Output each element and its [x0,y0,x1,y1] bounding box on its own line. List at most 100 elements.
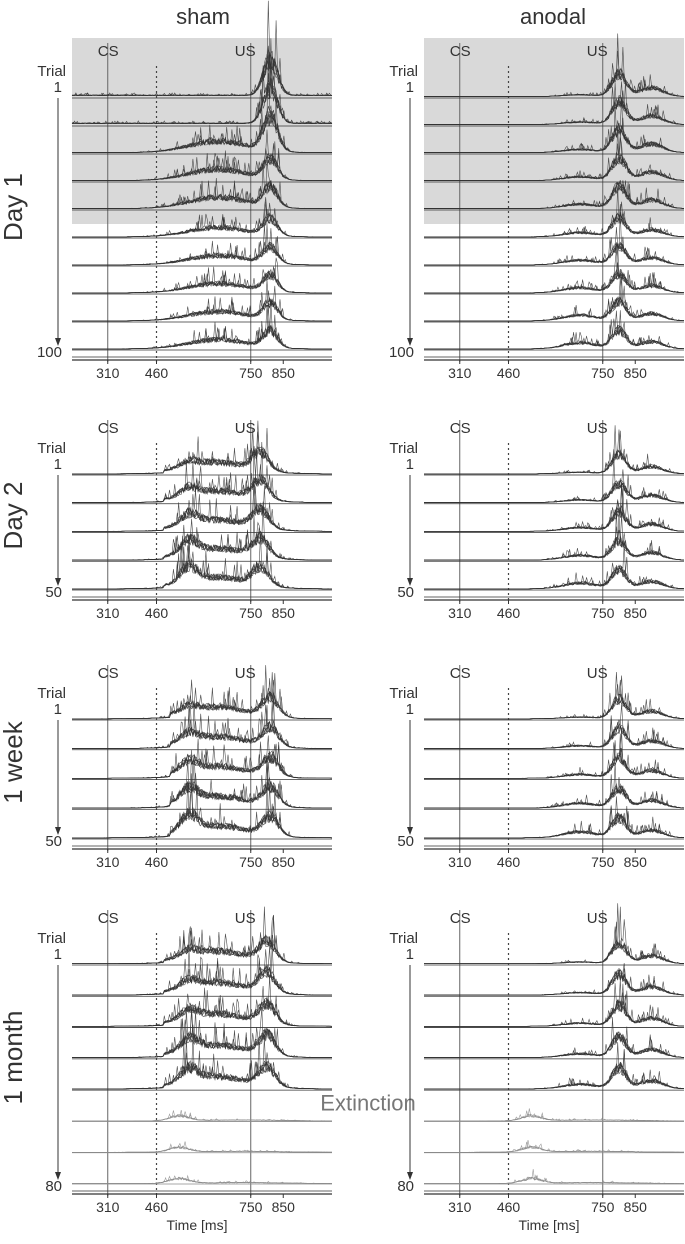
x-tick-label: 850 [272,365,296,381]
shaded-block [72,38,332,224]
x-tick-label: 750 [591,365,615,381]
us-label: US [587,43,608,60]
x-tick-label: 850 [624,365,648,381]
trace [72,267,332,294]
trial-label: Trial [389,685,418,702]
trace [424,723,685,749]
trace [424,122,685,153]
trace [72,672,332,720]
x-tick-label: 750 [591,1199,615,1215]
trace [72,781,332,809]
trace [72,755,332,809]
trace [424,972,684,996]
x-tick-label: 750 [239,605,263,621]
trace [424,318,684,350]
trace [424,1065,685,1090]
trial-arrowhead [55,827,61,835]
trace [424,532,684,561]
trace [424,248,684,294]
trace [72,738,332,779]
trace [424,556,685,590]
trace [424,483,685,532]
trace [424,806,684,839]
trace [424,1017,685,1058]
column-title-anodal: anodal [520,4,586,29]
trace [72,704,332,749]
x-tick-label: 310 [448,1199,472,1215]
first-trial-label: 1 [54,456,62,473]
column-title-sham: sham [176,4,230,29]
trace [424,788,685,809]
trace [424,310,684,350]
trial-label: Trial [389,63,418,80]
x-axis-label: Time [ms] [519,1217,580,1233]
trace [424,788,684,809]
x-tick-label: 310 [448,605,472,621]
trace [424,969,684,996]
trace [424,296,684,322]
trace [72,1112,332,1122]
us-label: US [235,420,256,437]
trace [72,1142,332,1153]
trial-label: Trial [389,440,418,457]
trace [424,942,685,964]
trace [424,538,684,561]
trace [424,999,684,1027]
cs-label: CS [450,43,471,60]
us-label: US [587,665,608,682]
x-tick-label: 460 [145,854,169,870]
x-tick-label: 750 [239,854,263,870]
trace [424,1140,685,1153]
trial-arrowhead [55,578,61,586]
first-trial-label: 1 [406,456,414,473]
trace [72,266,332,294]
trace [424,725,685,749]
trial-arrowhead [407,338,413,346]
trace [72,961,332,996]
trace [72,1052,332,1090]
trace [72,297,332,322]
trial-label: Trial [37,63,66,80]
trace [72,302,332,350]
trace [424,1108,684,1122]
trace [72,38,333,125]
first-trial-label: 1 [54,79,62,96]
trace [424,703,685,749]
us-label: US [235,665,256,682]
trace [424,692,684,720]
row-title: Day 1 [0,173,28,241]
row-title: Day 2 [0,482,28,550]
shaded-block [424,38,684,224]
x-tick-label: 750 [591,854,615,870]
trace [424,269,684,294]
trace [72,749,332,809]
cs-label: CS [450,665,471,682]
trace [424,785,684,809]
trace [424,325,684,350]
trace [424,509,684,532]
x-axis-label: Time [ms] [167,1217,228,1233]
trace [72,1018,332,1058]
us-label: US [235,910,256,927]
trace [72,237,332,266]
x-tick-label: 310 [96,605,120,621]
trace [424,68,685,97]
trace [424,1112,684,1122]
trace [424,236,685,266]
trace [424,564,684,590]
trace [72,180,332,209]
trace [72,1042,332,1090]
trace [72,744,333,779]
trace [424,693,684,720]
trace [424,154,685,181]
trace [72,1141,332,1153]
trial-arrowhead [55,338,61,346]
trace [72,489,332,532]
trace [424,325,684,350]
trace [424,448,685,475]
trace [424,1031,685,1058]
trace [72,291,332,322]
x-tick-label: 460 [497,854,521,870]
